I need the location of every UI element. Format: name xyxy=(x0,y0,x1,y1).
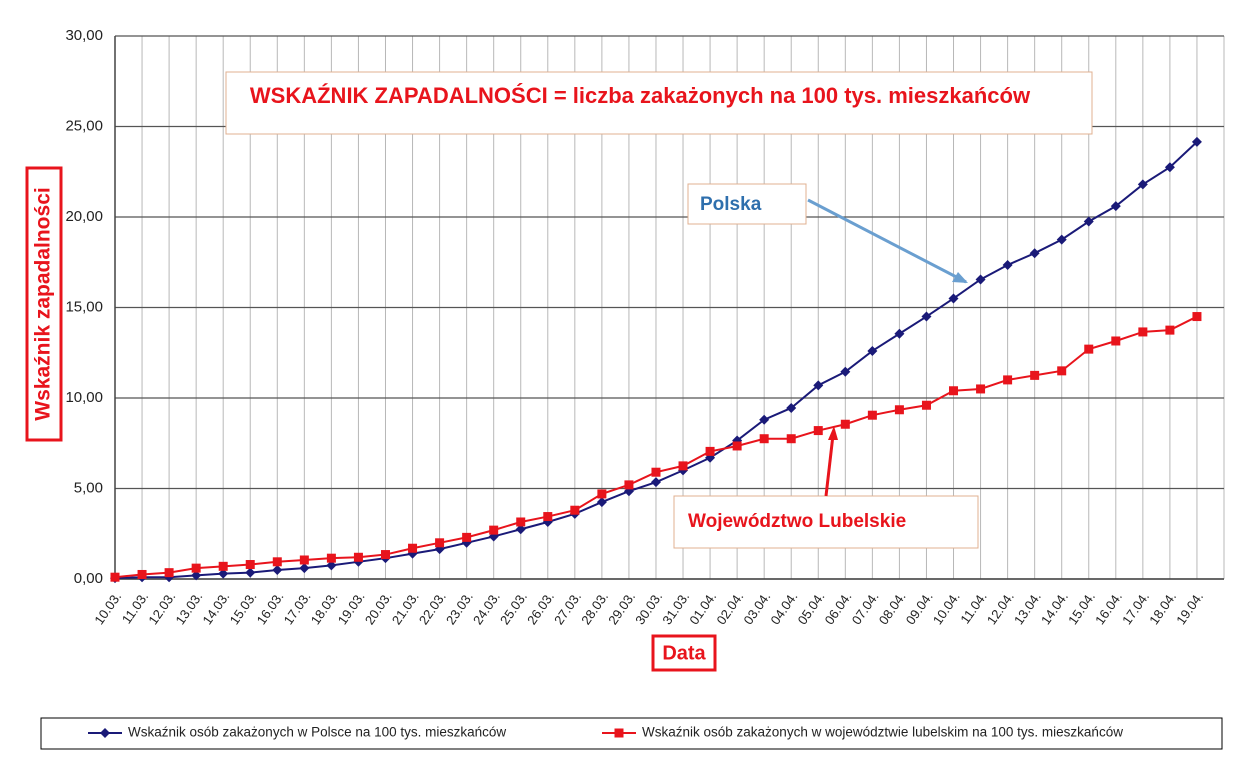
marker xyxy=(705,446,715,456)
marker xyxy=(867,345,878,356)
marker xyxy=(813,426,823,436)
marker xyxy=(1164,162,1175,173)
annotation-arrow xyxy=(807,198,967,284)
marker xyxy=(786,434,796,444)
legend-label: Wskaźnik osób zakażonych w Polsce na 100… xyxy=(128,725,506,740)
marker xyxy=(813,380,824,391)
title-box xyxy=(225,71,1093,135)
marker xyxy=(614,728,624,738)
annotation-arrow xyxy=(824,434,835,497)
marker xyxy=(516,517,526,527)
y-tick-label: 15,00 xyxy=(65,298,103,315)
y-tick-label: 25,00 xyxy=(65,117,103,134)
marker xyxy=(840,419,850,429)
marker xyxy=(1191,136,1202,147)
marker xyxy=(597,489,607,499)
marker xyxy=(840,366,851,377)
marker xyxy=(786,402,797,413)
marker xyxy=(191,570,202,581)
marker xyxy=(137,569,147,579)
marker xyxy=(408,543,418,553)
annotation: Polska xyxy=(700,194,762,215)
marker xyxy=(976,384,986,394)
marker xyxy=(164,568,174,578)
y-tick-label: 30,00 xyxy=(65,27,103,44)
marker xyxy=(272,557,282,567)
chart-title: WSKAŹNIK ZAPADALNOŚCI = liczba zakażonyc… xyxy=(250,83,1031,108)
y-axis-label: Wskaźnik zapadalności xyxy=(32,187,55,420)
marker xyxy=(380,550,390,560)
marker xyxy=(1110,201,1121,212)
marker xyxy=(515,524,526,535)
marker xyxy=(110,572,120,582)
marker xyxy=(1003,375,1013,385)
marker xyxy=(759,434,769,444)
marker xyxy=(191,563,201,573)
marker xyxy=(245,560,255,570)
marker xyxy=(921,311,932,322)
x-axis-label-box xyxy=(651,634,717,672)
legend-items: Wskaźnik osób zakażonych w Polsce na 100… xyxy=(88,725,1123,740)
marker xyxy=(218,561,228,571)
marker xyxy=(326,553,336,563)
marker xyxy=(100,728,110,738)
marker xyxy=(489,525,499,535)
annotation-box xyxy=(673,495,979,549)
marker xyxy=(1084,344,1094,354)
marker xyxy=(678,461,688,471)
legend-label: Wskaźnik osób zakażonych w województwie … xyxy=(642,725,1123,740)
marker xyxy=(1057,366,1067,376)
marker xyxy=(435,538,445,548)
plot xyxy=(110,136,1202,584)
marker xyxy=(948,293,959,304)
marker xyxy=(245,567,256,578)
marker xyxy=(218,568,229,579)
marker xyxy=(1137,179,1148,190)
marker xyxy=(570,505,580,515)
marker xyxy=(921,400,931,410)
marker xyxy=(272,564,283,575)
marker xyxy=(326,560,337,571)
marker xyxy=(894,405,904,415)
annotation-box xyxy=(687,183,807,225)
marker xyxy=(1002,259,1013,270)
marker xyxy=(353,552,363,562)
marker xyxy=(1030,370,1040,380)
marker xyxy=(1111,336,1121,346)
annotation-arrowhead xyxy=(828,426,838,440)
marker xyxy=(299,555,309,565)
marker xyxy=(543,512,553,522)
marker xyxy=(651,467,661,477)
marker xyxy=(732,441,742,451)
marker xyxy=(1083,216,1094,227)
marker xyxy=(894,328,905,339)
annotation: Województwo Lubelskie xyxy=(688,511,906,532)
marker xyxy=(624,480,634,490)
marker xyxy=(596,497,607,508)
marker xyxy=(867,410,877,420)
marker xyxy=(1056,234,1067,245)
marker xyxy=(1029,248,1040,259)
y-tick-label: 10,00 xyxy=(65,389,103,406)
marker xyxy=(1165,325,1175,335)
marker xyxy=(299,563,310,574)
y-tick-label: 5,00 xyxy=(74,479,103,496)
y-tick-label: 0,00 xyxy=(74,570,103,587)
marker xyxy=(759,414,770,425)
marker xyxy=(1138,327,1148,337)
marker xyxy=(650,477,661,488)
marker xyxy=(949,386,959,396)
marker xyxy=(975,274,986,285)
x-axis-label: Data xyxy=(662,642,706,664)
annotation-arrowhead xyxy=(952,272,968,283)
marker xyxy=(462,532,472,542)
y-tick-label: 20,00 xyxy=(65,208,103,225)
y-axis-label-box xyxy=(25,166,63,442)
marker xyxy=(1192,312,1202,322)
